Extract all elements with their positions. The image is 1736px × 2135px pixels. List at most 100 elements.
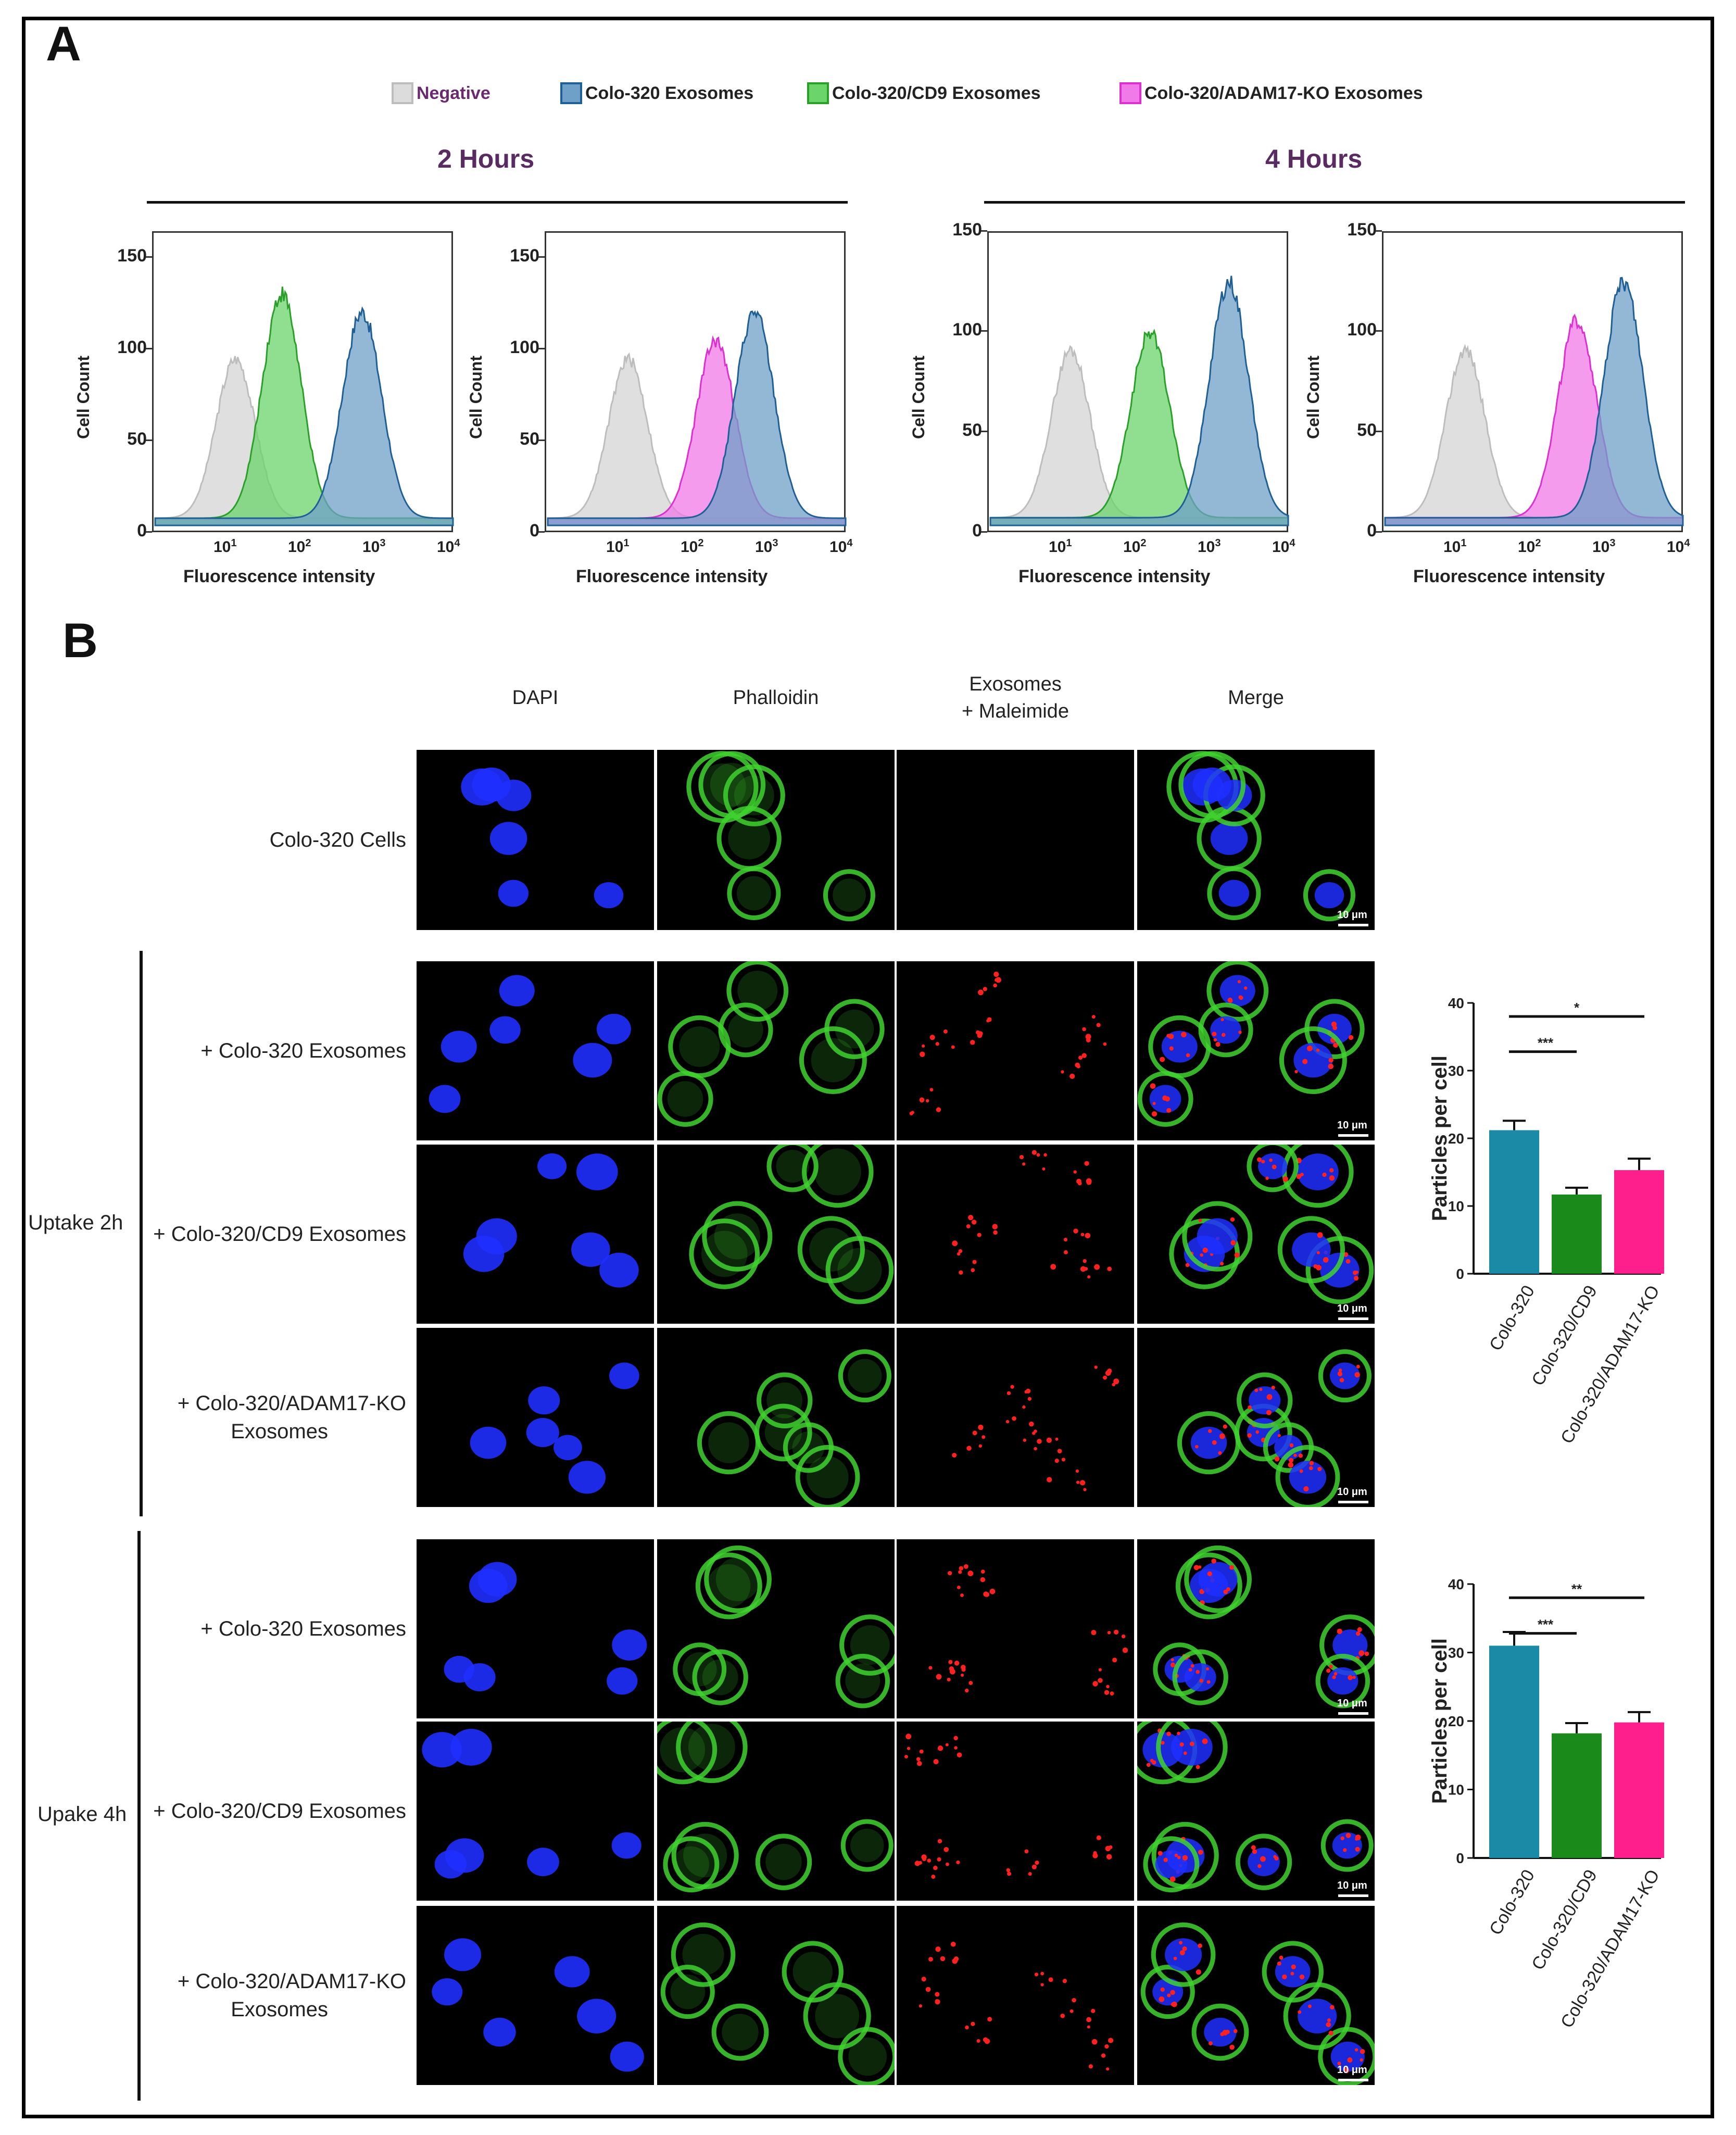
y-tick-mark (981, 431, 987, 432)
microscopy-exosome-row-5 (897, 1722, 1134, 1901)
cell-membrane (795, 1445, 860, 1507)
exosome-particle (972, 1430, 977, 1436)
legend-label-1: Colo-320 Exosomes (585, 83, 754, 103)
exosome-particle (983, 1591, 989, 1597)
exosome-particle (1188, 1668, 1192, 1672)
exosome-particle (1219, 1433, 1225, 1439)
nucleus (596, 1013, 631, 1045)
exosome-particle (1174, 1853, 1178, 1857)
x-axis-label: Fluorescence intensity (183, 567, 375, 586)
exosome-particle (920, 1051, 925, 1057)
exosome-particle (1355, 1847, 1360, 1852)
exosome-particle (919, 2004, 923, 2008)
cell-membrane (1151, 1922, 1216, 1987)
exosome-particle (1022, 1162, 1026, 1166)
cell-membrane (838, 1349, 891, 1403)
exosome-particle (1277, 1961, 1281, 1966)
y-tick-mark (538, 439, 545, 441)
exosome-particle (1256, 1157, 1262, 1162)
exosome-particle (1260, 1856, 1266, 1862)
y-tick-mark (146, 439, 152, 441)
exosome-particle (1328, 1058, 1334, 1063)
exosome-particle (1198, 1219, 1202, 1222)
nucleus (434, 1850, 467, 1879)
x-tick-label: 102 (1123, 537, 1147, 556)
exosome-particle (1082, 1027, 1086, 1032)
exosome-particle (1113, 1378, 1119, 1385)
exosome-particle (1040, 1971, 1045, 1976)
nucleus (477, 1562, 517, 1597)
nucleus (489, 1016, 521, 1044)
exosome-particle (1193, 1565, 1199, 1571)
exosome-particle (935, 1992, 940, 1997)
exosome-particle (1199, 1678, 1203, 1683)
exosome-particle (1221, 1018, 1224, 1022)
exosome-particle (978, 989, 984, 996)
exosome-particle (919, 1097, 925, 1103)
exosome-particle (1207, 1571, 1212, 1576)
cell-membrane (835, 1653, 890, 1709)
exosome-particle (1316, 1264, 1322, 1271)
exosome-particle (1326, 1668, 1331, 1673)
exosome-particle (1166, 1108, 1172, 1113)
histogram-plot-1 (545, 231, 847, 532)
exosome-particle (1035, 1860, 1039, 1865)
exosome-particle (986, 1019, 990, 1023)
cell-membrane (1235, 1833, 1292, 1890)
exosome-particle (1042, 1167, 1046, 1171)
microscopy-phalloidin-row-3 (657, 1328, 895, 1507)
exosome-particle (1034, 1429, 1037, 1433)
exosome-particle (1215, 1041, 1221, 1047)
exosome-particle (947, 1677, 951, 1682)
x-tick-label: 104 (437, 537, 460, 556)
x-tick-label: 103 (362, 537, 386, 556)
y-tick-mark (981, 230, 987, 232)
exosome-particle (1306, 1045, 1313, 1051)
exosome-particle (972, 1260, 977, 1264)
exosome-particle (943, 1029, 948, 1034)
y-axis-label: Cell Count (909, 356, 928, 439)
exosome-particle (1317, 1467, 1322, 1472)
exosome-particle (1196, 1669, 1200, 1674)
exosome-particle (1360, 2049, 1365, 2054)
exosome-particle (935, 1999, 940, 2005)
exosome-particle (936, 1107, 941, 1112)
y-tick-label: 0 (137, 521, 147, 541)
exosome-particle (1177, 1731, 1180, 1736)
exosome-particle (1329, 1175, 1335, 1181)
x-tick-label: 103 (1198, 537, 1221, 556)
microscopy-exosome-row-6 (897, 1906, 1134, 2085)
histogram-svg-0 (154, 286, 454, 526)
exosome-particle (1027, 1397, 1031, 1401)
exosome-particle (1337, 1628, 1342, 1635)
microscopy-phalloidin-row-4 (657, 1539, 895, 1718)
exosome-particle (977, 1233, 982, 1237)
exosome-particle (1200, 1253, 1203, 1257)
y-tick-mark (146, 531, 152, 533)
y-tick-label: 50 (127, 429, 147, 449)
group-title-4h: 4 Hours (1265, 144, 1363, 173)
column-header-1: Phalloidin (733, 687, 819, 709)
exosome-particle (1265, 1176, 1269, 1180)
nucleus (1275, 1956, 1311, 1988)
exosome-particle (1112, 1657, 1117, 1663)
exosome-particle (1332, 1675, 1336, 1679)
exosome-particle (1024, 1849, 1029, 1854)
exosome-particle (1282, 1176, 1288, 1182)
exosome-particle (1254, 1388, 1259, 1392)
exosome-particle (1083, 1259, 1087, 1263)
cell-membrane (1275, 1445, 1340, 1507)
exosome-particle (1303, 1486, 1309, 1492)
exosome-particle (954, 1746, 958, 1750)
exosome-particle (1338, 1368, 1342, 1372)
y-tick-mark (146, 256, 152, 258)
y-axis-label: Cell Count (1304, 356, 1323, 439)
exosome-particle (1230, 1240, 1236, 1246)
exosome-particle (957, 1252, 961, 1256)
bar-chart-0: 0 10 20 30 40 *** * Particles per cell (1427, 995, 1692, 1282)
exosome-particle (1332, 1025, 1338, 1031)
nucleus (429, 1085, 461, 1113)
exosome-particle (936, 1674, 942, 1680)
legend-swatch-3 (1119, 82, 1141, 104)
cell-membrane (1178, 751, 1246, 819)
